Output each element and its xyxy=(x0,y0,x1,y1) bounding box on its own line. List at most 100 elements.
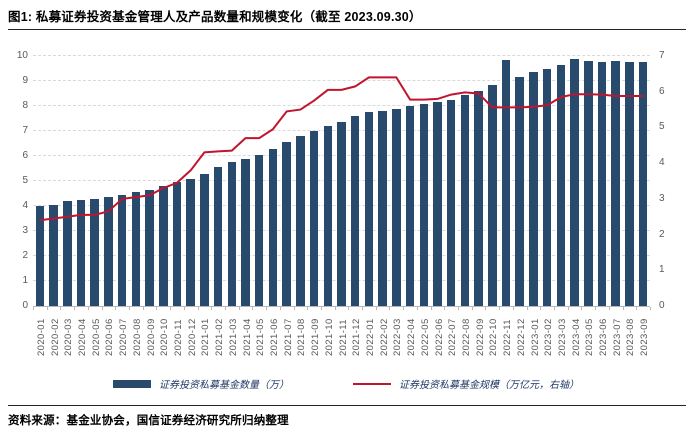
y-axis-left-tick-label: 8 xyxy=(22,100,28,111)
x-axis-tick xyxy=(650,307,651,310)
legend-label-fund-scale: 证券投资私募基金规模（万亿元，右轴） xyxy=(399,380,579,391)
line-series-swatch xyxy=(353,382,391,385)
bar xyxy=(433,102,442,306)
bar xyxy=(63,201,72,306)
bar xyxy=(309,131,319,306)
x-axis-tick-label: 2022-01 xyxy=(364,318,376,356)
x-axis-tick xyxy=(416,307,418,310)
gridline xyxy=(33,55,650,56)
legend-item-fund-count: 证券投资私募基金数量（万） xyxy=(113,376,289,391)
x-axis-tick-label: 2020-01 xyxy=(35,318,47,356)
bar xyxy=(638,62,648,306)
x-axis-tick xyxy=(142,307,144,310)
bar xyxy=(35,206,45,306)
x-axis-tick-label: 2020-12 xyxy=(186,318,198,356)
x-axis-tick xyxy=(499,307,501,310)
x-axis-tick-label: 2022-08 xyxy=(460,318,472,356)
x-axis-tick xyxy=(471,307,473,310)
x-axis-tick xyxy=(170,307,172,310)
bar xyxy=(460,94,470,306)
x-axis-tick xyxy=(74,307,76,310)
x-axis-tick-label: 2023-01 xyxy=(529,318,541,356)
x-axis-tick xyxy=(567,307,569,310)
y-axis-left-tick-label: 9 xyxy=(22,75,28,86)
legend-item-fund-scale: 证券投资私募基金规模（万亿元，右轴） xyxy=(353,376,579,391)
y-axis-left-tick-label: 6 xyxy=(22,150,28,161)
x-axis-tick-label: 2021-03 xyxy=(227,318,239,356)
y-axis-left-tick-label: 2 xyxy=(22,250,28,261)
bar xyxy=(49,204,58,306)
x-axis-tick-label: 2021-04 xyxy=(241,318,253,356)
x-axis-tick xyxy=(608,307,610,310)
y-axis-left-tick-label: 10 xyxy=(16,50,28,61)
x-axis-tick xyxy=(238,307,240,310)
x-axis-tick xyxy=(540,307,542,310)
y-axis-right-tick-label: 0 xyxy=(659,300,665,311)
y-axis-right-tick-label: 6 xyxy=(659,85,665,97)
x-axis-tick-label: 2020-10 xyxy=(159,318,171,356)
x-axis-tick-label: 2022-09 xyxy=(474,318,486,356)
bar xyxy=(90,198,99,306)
x-axis-tick xyxy=(362,307,364,310)
legend-label-fund-count: 证券投资私募基金数量（万） xyxy=(159,380,289,391)
x-axis-tick xyxy=(87,307,89,310)
bar xyxy=(474,91,483,306)
x-axis-tick xyxy=(403,307,405,310)
x-axis-tick-label: 2021-09 xyxy=(310,318,322,356)
bar xyxy=(501,59,511,306)
x-axis-tick xyxy=(458,307,460,310)
x-axis-tick xyxy=(307,307,309,310)
x-axis-tick xyxy=(101,307,103,310)
x-axis-tick xyxy=(33,307,34,310)
bar xyxy=(446,99,456,306)
x-axis-tick xyxy=(320,307,322,310)
bar xyxy=(364,112,374,306)
chart-legend: 证券投资私募基金数量（万） 证券投资私募基金规模（万亿元，右轴） xyxy=(0,376,692,391)
y-axis-right-tick-label: 7 xyxy=(659,50,665,61)
x-axis-tick-label: 2022-03 xyxy=(392,318,404,356)
x-axis-tick-label: 2020-02 xyxy=(49,318,61,356)
bar xyxy=(131,192,141,306)
x-axis-tick-label: 2023-02 xyxy=(543,318,555,356)
x-axis-tick xyxy=(115,307,117,310)
x-axis-tick-label: 2020-05 xyxy=(90,318,102,356)
x-axis-tick-label: 2021-08 xyxy=(296,318,308,356)
x-axis-tick xyxy=(622,307,624,310)
x-axis-tick xyxy=(595,307,597,310)
bar xyxy=(488,84,497,306)
bar xyxy=(556,64,566,306)
x-axis-tick-label: 2020-04 xyxy=(77,318,88,356)
x-axis-tick-label: 2020-09 xyxy=(145,318,157,356)
bar xyxy=(542,68,552,306)
figure-title: 图1: 私募证券投资基金管理人及产品数量和规模变化（截至 2023.09.30） xyxy=(8,10,422,24)
x-axis-tick-label: 2020-03 xyxy=(63,318,75,356)
x-axis-tick-label: 2021-12 xyxy=(351,318,363,356)
x-axis-tick-label: 2023-09 xyxy=(639,318,651,356)
bar xyxy=(76,199,86,306)
x-axis-tick xyxy=(183,307,185,310)
gridline xyxy=(33,105,650,106)
x-axis-tick xyxy=(389,307,391,310)
bar xyxy=(268,148,278,306)
x-axis-tick-label: 2023-08 xyxy=(625,318,637,356)
x-axis-tick xyxy=(430,307,432,310)
x-axis-tick xyxy=(444,307,446,310)
combo-chart: 0 1 2 3 4 5 6 7 8 9 10 0 1 2 3 4 5 6 7 2020-01 2020-02 2020-0… xyxy=(0,34,692,374)
bar xyxy=(392,108,401,306)
y-axis-right-tick-label: 2 xyxy=(659,228,665,240)
x-axis-tick xyxy=(636,307,638,310)
x-axis-tick-label: 2022-07 xyxy=(447,318,459,356)
bar xyxy=(350,116,360,306)
bar xyxy=(611,61,620,306)
y-axis-left-tick-label: 1 xyxy=(22,275,28,286)
bar xyxy=(145,189,154,306)
x-axis-tick xyxy=(128,307,130,310)
bar xyxy=(104,197,113,306)
x-axis-tick xyxy=(512,307,514,310)
x-axis-tick-label: 2022-12 xyxy=(515,318,527,356)
x-axis-tick-label: 2022-11 xyxy=(502,319,513,356)
x-axis-tick xyxy=(211,307,213,310)
x-axis-tick-label: 2021-07 xyxy=(282,318,294,356)
y-axis-left-tick-label: 0 xyxy=(22,300,28,311)
x-axis-tick xyxy=(526,307,528,310)
